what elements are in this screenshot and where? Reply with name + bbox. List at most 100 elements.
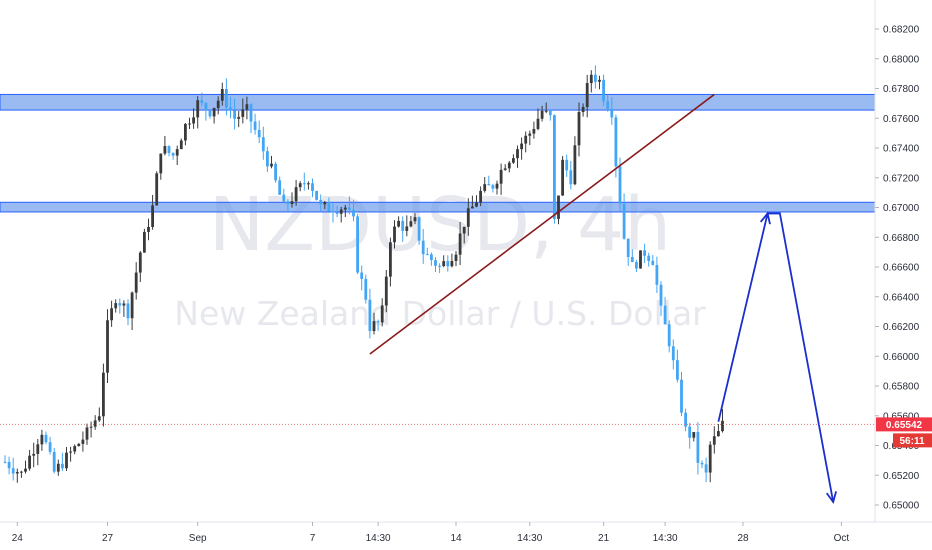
candle-body [458, 233, 462, 255]
candle-body [159, 153, 163, 174]
candle-body [503, 168, 507, 170]
candle [659, 281, 663, 317]
x-axis-ticks: 24 27 Sep 7 14:30 14 14:30 21 14:30 28 Oct [12, 522, 849, 544]
candle-body [249, 104, 253, 122]
drawings[interactable] [369, 93, 837, 505]
candle-body [405, 226, 409, 231]
candle-body [155, 173, 159, 206]
candle [380, 298, 384, 327]
candle [229, 96, 232, 119]
resistance-zone-2[interactable] [0, 201, 876, 213]
candle-body [143, 231, 146, 253]
candle [618, 157, 622, 212]
ascending-trendline[interactable] [369, 93, 715, 355]
candle-body [274, 163, 277, 181]
candle-body [311, 183, 314, 192]
candle [458, 222, 462, 266]
x-tick-label: 7 [310, 533, 316, 544]
candle-body [446, 261, 450, 267]
candle-body [208, 110, 212, 117]
candle-body [327, 202, 331, 212]
candle-body [257, 129, 261, 138]
candle-body [475, 202, 478, 207]
candle [368, 288, 372, 339]
y-tick-label: 0.66000 [883, 352, 920, 363]
y-tick-label: 0.65800 [883, 382, 920, 393]
candle-body [36, 444, 40, 454]
candle [126, 299, 130, 326]
candle-body [548, 110, 552, 116]
candle [589, 70, 593, 93]
candle [61, 452, 64, 472]
candle [48, 436, 52, 455]
candle-body [7, 461, 11, 469]
candle-body [434, 260, 437, 266]
candle [454, 251, 458, 267]
candle-body [397, 220, 400, 227]
candle [680, 371, 683, 417]
candle-body [266, 151, 269, 167]
candle-body [438, 265, 441, 267]
candle-body [56, 463, 60, 472]
candle [475, 195, 478, 208]
candle-body [307, 183, 310, 185]
candle-body [483, 184, 487, 191]
candle [73, 444, 77, 455]
candle [352, 200, 355, 222]
candle-body [598, 79, 601, 82]
candle-body [512, 158, 515, 163]
candle-body [663, 305, 667, 325]
candle-body [589, 74, 593, 84]
candle-body [233, 110, 236, 119]
candle [282, 188, 286, 202]
candle-body [229, 107, 232, 111]
resistance-zone-1[interactable] [0, 93, 876, 111]
candle-body [89, 426, 93, 428]
candle-body [270, 163, 273, 167]
candle [614, 114, 618, 178]
candle [466, 198, 470, 236]
candle-body [343, 207, 347, 210]
candle-body [220, 89, 224, 101]
watermark-description: New Zealand Dollar / U.S. Dollar [174, 294, 706, 333]
candle-body [323, 202, 327, 205]
candle-body [704, 464, 708, 473]
candle-body [417, 217, 421, 241]
y-tick-label: 0.68200 [883, 25, 920, 36]
candle-body [507, 162, 511, 169]
candle [151, 195, 154, 230]
candle [249, 103, 253, 134]
candle-body [114, 303, 118, 309]
watermark: NZDUSD, 4h New Zealand Dollar / U.S. Dol… [174, 182, 706, 333]
candle [700, 460, 704, 469]
candle [384, 270, 388, 313]
x-axis[interactable]: 24 27 Sep 7 14:30 14 14:30 21 14:30 28 Oct [0, 521, 932, 550]
y-tick-label: 0.65000 [883, 501, 920, 512]
candle [188, 117, 191, 129]
candle-body [352, 209, 355, 217]
candle-body [712, 436, 716, 445]
candle-body [302, 183, 306, 185]
candle [179, 138, 183, 150]
candle-body [577, 112, 581, 146]
candle [610, 97, 614, 125]
candle [163, 136, 167, 156]
candle [602, 74, 605, 106]
candle-body [688, 426, 692, 438]
candle [225, 78, 228, 116]
candle [102, 363, 105, 427]
candle [692, 432, 696, 442]
candle [553, 114, 556, 224]
candle-body [442, 261, 446, 267]
candle-body [110, 308, 113, 321]
candle-body [93, 420, 97, 427]
candle [32, 442, 36, 468]
candle [655, 256, 659, 293]
candle [544, 102, 548, 114]
candle [339, 206, 343, 223]
candle-body [487, 184, 491, 186]
projection-path[interactable] [717, 212, 835, 503]
candle [569, 160, 573, 190]
candle-body [667, 324, 671, 347]
